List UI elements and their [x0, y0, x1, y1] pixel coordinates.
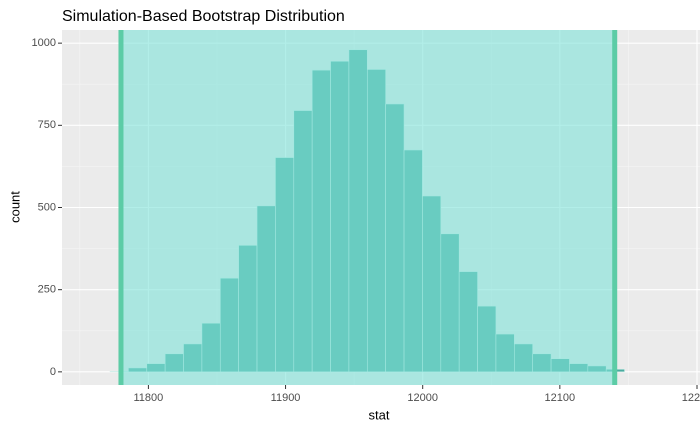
- y-tick-label: 750: [38, 119, 56, 131]
- chart-title: Simulation-Based Bootstrap Distribution: [62, 8, 345, 25]
- ci-band: [120, 30, 615, 385]
- y-tick-label: 1000: [32, 37, 56, 49]
- x-tick-label: 11900: [271, 392, 301, 404]
- x-tick-label: 11800: [134, 392, 164, 404]
- y-tick-label: 0: [50, 366, 56, 378]
- y-tick-label: 500: [38, 201, 56, 213]
- y-axis-label: count: [7, 191, 22, 223]
- x-tick-label: 12200: [682, 392, 700, 404]
- x-tick-label: 12000: [407, 392, 438, 404]
- y-tick-label: 250: [38, 284, 56, 296]
- x-tick-label: 12100: [545, 392, 576, 404]
- x-axis-label: stat: [369, 407, 390, 422]
